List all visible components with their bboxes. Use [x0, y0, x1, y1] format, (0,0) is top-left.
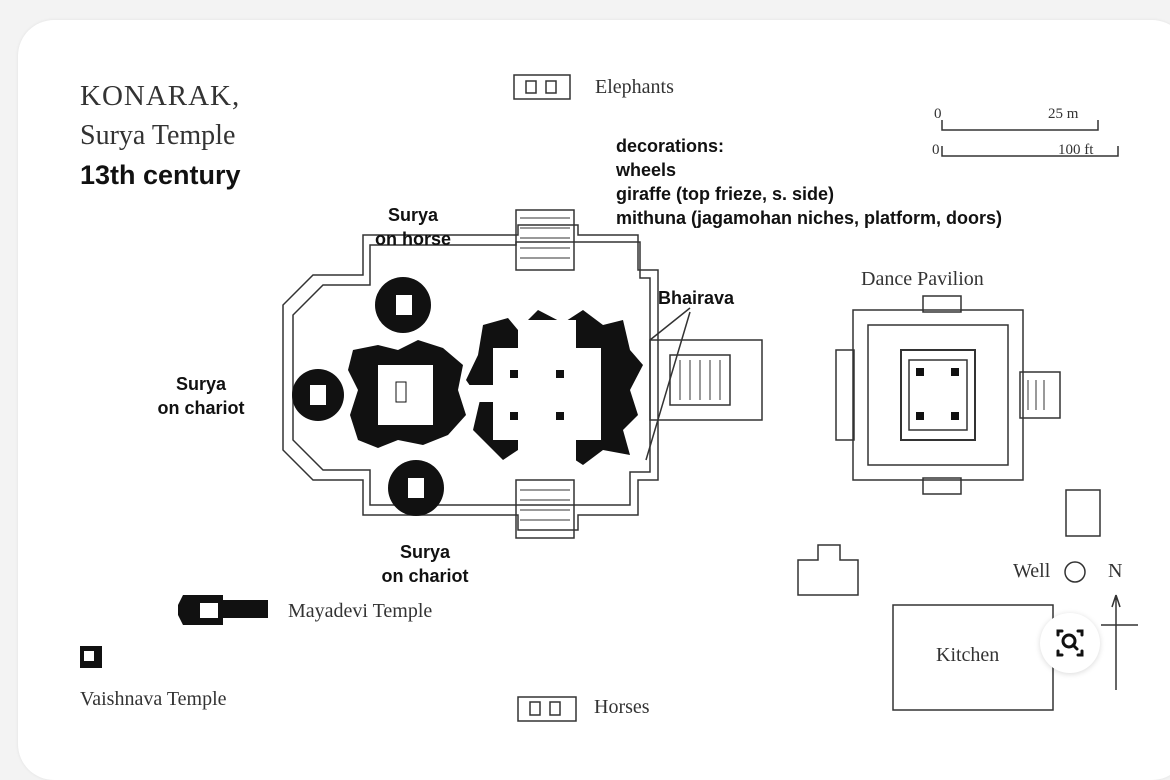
label-line: Surya	[175, 374, 227, 394]
label-line: Surya	[387, 205, 439, 225]
elephants-box	[513, 74, 571, 100]
label-surya-on-chariot-south: Surya on chariot	[370, 540, 480, 588]
label-north: N	[1108, 560, 1123, 582]
label-mayadevi-temple: Mayadevi Temple	[288, 600, 433, 622]
label-bhairava: Bhairava	[658, 288, 735, 308]
scale-meters: 25 m	[1048, 106, 1079, 122]
ruin-outline	[797, 544, 859, 596]
decoration-item: mithuna (jagamohan niches, platform, doo…	[616, 208, 1003, 228]
title-surya-temple: Surya Temple	[80, 120, 236, 151]
label-line: on chariot	[381, 566, 469, 586]
label-line: Surya	[399, 542, 451, 562]
label-surya-on-chariot-west: Surya on chariot	[146, 372, 256, 420]
scale-zero-ft: 0	[932, 142, 940, 158]
decorations-heading: decorations:	[616, 136, 725, 156]
zoom-search-icon	[1056, 629, 1084, 657]
label-line: on chariot	[157, 398, 245, 418]
label-elephants: Elephants	[595, 76, 674, 98]
plan-card: KONARAK, Surya Temple 13th century decor…	[18, 20, 1170, 780]
title-century: 13th century	[80, 160, 241, 190]
horses-box	[517, 696, 577, 722]
main-temple-platform	[282, 224, 659, 531]
label-surya-on-horse: Surya on horse	[363, 203, 463, 251]
scale-zero-m: 0	[934, 106, 942, 122]
label-kitchen: Kitchen	[936, 644, 1000, 666]
label-horses: Horses	[594, 696, 650, 718]
small-building	[1065, 489, 1101, 537]
scale-feet: 100 ft	[1058, 142, 1094, 158]
south-stair	[515, 479, 575, 539]
scale-bar-ft	[941, 146, 1119, 157]
east-stair	[649, 339, 763, 421]
label-line: on horse	[374, 229, 451, 249]
label-vaishnava-temple: Vaishnava Temple	[80, 688, 227, 710]
scale-bar-m	[941, 120, 1099, 131]
well-circle	[1064, 561, 1086, 583]
decorations-block: decorations: wheels giraffe (top frieze,…	[616, 134, 1002, 230]
dance-pavilion-outer	[852, 309, 1024, 481]
label-well: Well	[1013, 560, 1051, 582]
temple-plan-drawing	[80, 74, 1138, 722]
decoration-item: giraffe (top frieze, s. side)	[616, 184, 835, 204]
north-arrow	[1101, 594, 1138, 690]
title-konarak: KONARAK,	[80, 80, 241, 112]
decoration-item: wheels	[616, 160, 677, 180]
north-stair	[515, 209, 575, 271]
mayadevi-shape	[178, 595, 268, 625]
label-dance-pavilion: Dance Pavilion	[861, 268, 984, 290]
zoom-button[interactable]	[1040, 613, 1100, 673]
